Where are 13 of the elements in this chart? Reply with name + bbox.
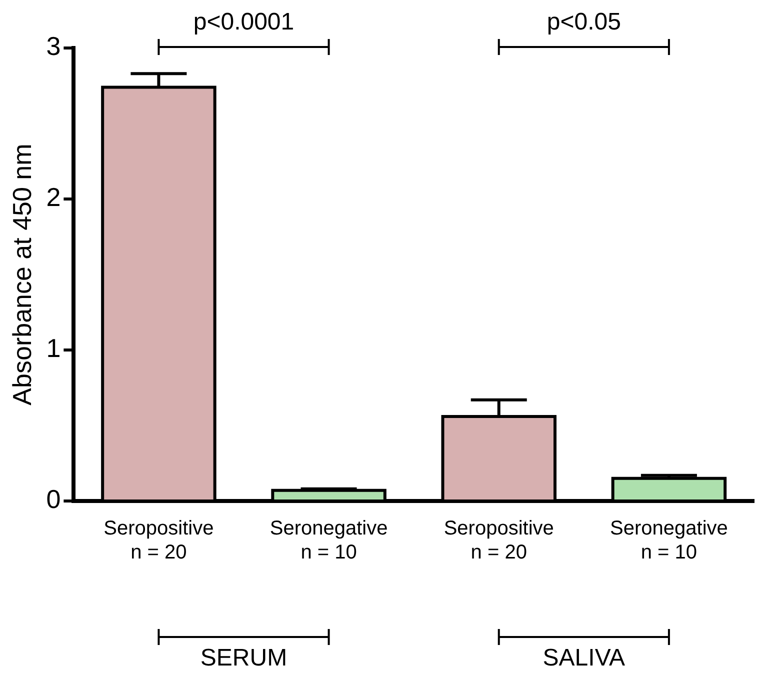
y-tick-label: 2 [46,182,61,212]
y-tick-label: 0 [46,484,61,514]
y-axis-title: Absorbance at 450 nm [6,144,37,406]
x-tick-label: Seropositive n = 20 [444,518,554,564]
text: SERUM [200,644,288,672]
text: p<0.05 [546,8,621,36]
x-tick-label: Seropositive n = 20 [104,518,214,564]
x-tick-label: Seronegative n = 10 [270,518,388,564]
y-tick-label: 3 [46,31,61,62]
x-tick-label: Seronegative n = 10 [610,518,728,564]
y-tick-label: 1 [46,333,61,364]
text: p<0.0001 [193,8,294,36]
text: SALIVA [542,644,626,672]
